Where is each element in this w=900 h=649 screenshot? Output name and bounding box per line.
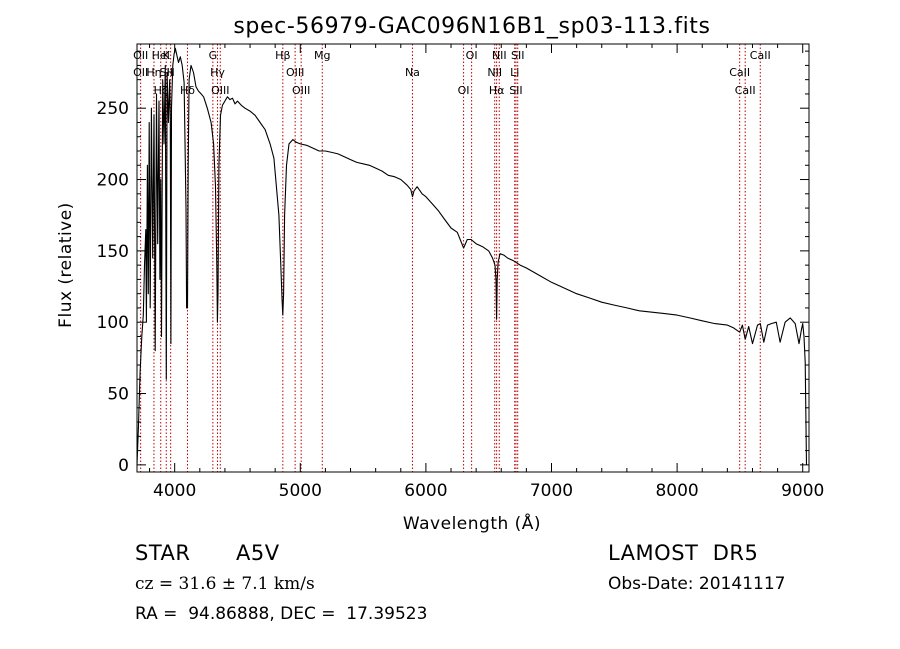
object-class: STAR <box>135 541 191 565</box>
x-tick-label: 9000 <box>781 481 824 501</box>
line-marker-label: OIII <box>292 84 310 97</box>
line-marker-label: OIII <box>211 84 229 97</box>
line-marker-label: OIII <box>286 66 304 79</box>
line-marker-label: H <box>167 66 175 79</box>
y-tick-label: 0 <box>118 456 129 476</box>
line-marker-label: Hη <box>146 66 161 79</box>
line-marker-label: G <box>209 49 218 62</box>
line-marker-label: K <box>163 49 171 62</box>
line-marker-label: Hγ <box>210 66 225 79</box>
y-tick-label: 200 <box>97 171 129 191</box>
line-marker-label: Na <box>405 66 420 79</box>
x-tick-label: 8000 <box>655 481 698 501</box>
line-marker-label: HeI <box>152 49 170 62</box>
x-tick-label: 4000 <box>153 481 196 501</box>
emission-line-labels: OIIOIIHηHζHeIKSIIHHδGHγOIIIHβOIIIOIIIMgN… <box>133 49 771 97</box>
survey-release: LAMOST DR5 <box>608 541 759 565</box>
line-marker-label: SII <box>511 49 524 62</box>
redshift-velocity: cz = 31.6 ± 7.1 km/s <box>135 574 315 594</box>
y-axis-label: Flux (relative) <box>56 202 76 328</box>
line-marker-label: OI <box>458 84 470 97</box>
line-marker-label: Li <box>510 66 519 79</box>
plot-frame <box>136 43 810 473</box>
y-tick-label: 100 <box>97 313 129 333</box>
x-tick-label: 5000 <box>279 481 322 501</box>
emission-line-markers <box>140 44 761 472</box>
line-marker-label: NII <box>492 49 507 62</box>
line-marker-label: CaII <box>750 49 771 62</box>
line-marker-label: CaII <box>729 66 750 79</box>
line-marker-label: Mg <box>314 49 330 62</box>
line-marker-label: SII <box>160 66 173 79</box>
chart-title: spec-56979-GAC096N16B1_sp03-113.fits <box>233 14 710 39</box>
y-tick-label: 50 <box>107 385 129 405</box>
x-axis: 4000 5000 6000 7000 8000 9000 <box>149 44 824 501</box>
spectrum-line <box>136 47 808 465</box>
line-marker-label: CaII <box>735 84 756 97</box>
x-tick-label: 7000 <box>530 481 573 501</box>
observation-date: Obs-Date: 20141117 <box>608 574 786 594</box>
y-tick-label: 250 <box>97 99 129 119</box>
line-marker-label: Hβ <box>275 49 290 62</box>
line-marker-label: NII <box>487 66 502 79</box>
y-tick-label: 150 <box>97 242 129 262</box>
line-marker-label: Hδ <box>180 84 195 97</box>
coordinates: RA = 94.86888, DEC = 17.39523 <box>135 604 428 624</box>
x-tick-label: 6000 <box>404 481 447 501</box>
line-marker-label: Hα <box>489 84 505 97</box>
spectral-subclass: A5V <box>236 541 280 565</box>
x-axis-label: Wavelength (Å) <box>403 512 541 534</box>
line-marker-label: OI <box>466 49 478 62</box>
line-marker-label: SII <box>509 84 522 97</box>
y-axis: 0 50 100 150 200 250 <box>97 50 809 476</box>
